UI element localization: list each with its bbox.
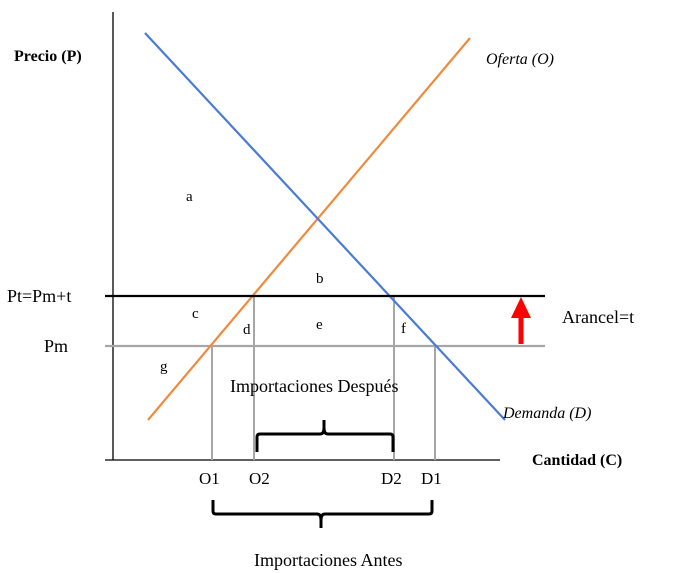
quantity-o1-label: O1 [199, 469, 220, 488]
imports-after-label: Importaciones Después [230, 376, 398, 396]
brace-after [255, 420, 395, 452]
area-e-label: e [316, 317, 323, 333]
quantity-o2-label: O2 [249, 469, 270, 488]
demand-label: Demanda (D) [502, 405, 591, 422]
supply-curve [147, 37, 471, 421]
area-b-label: b [316, 271, 324, 287]
area-d-label: d [243, 322, 251, 338]
demand-curve [144, 32, 506, 421]
quantity-d1-label: D1 [421, 469, 442, 488]
x-axis-label: Cantidad (C) [532, 452, 622, 469]
brace-before [211, 500, 434, 528]
tariff-arrow-head [511, 297, 531, 318]
imports-before-label: Importaciones Antes [254, 550, 402, 570]
area-g-label: g [160, 359, 168, 375]
world-price-label: Pm [44, 336, 68, 356]
tariff-price-label: Pt=Pm+t [7, 286, 71, 306]
supply-label: Oferta (O) [486, 51, 554, 68]
quantity-d2-label: D2 [381, 469, 402, 488]
y-axis-label: Precio (P) [14, 48, 82, 65]
area-c-label: c [192, 306, 199, 322]
tariff-label: Arancel=t [562, 307, 634, 327]
area-f-label: f [401, 321, 406, 337]
area-a-label: a [186, 189, 193, 205]
